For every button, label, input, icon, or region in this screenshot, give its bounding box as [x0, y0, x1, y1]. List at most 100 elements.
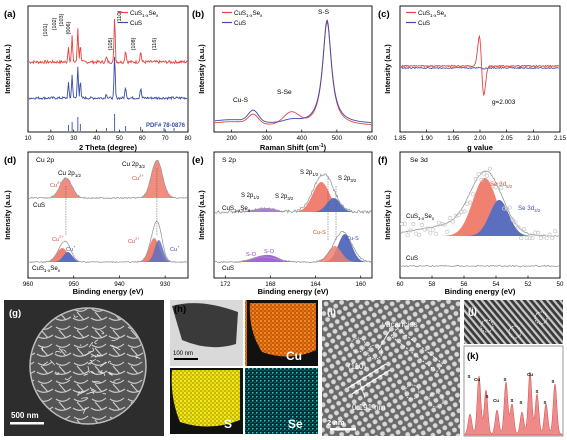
label-s2p32: S 2p3/2: [338, 176, 357, 183]
panel-f-xtick-label: 56: [461, 281, 468, 288]
flake-edge: [87, 366, 90, 372]
flake-edge: [87, 358, 96, 365]
flake-edge: [54, 372, 59, 376]
legend-a-red: CuS1-xSex: [130, 10, 159, 18]
panel-c-xtick-label: 1.85: [394, 135, 407, 142]
atom-label: S: [486, 394, 489, 399]
flake-edge: [89, 387, 96, 392]
flake-edge: [88, 342, 94, 348]
flake-edge: [41, 346, 44, 352]
flake-edge: [111, 345, 121, 351]
data-point: [510, 217, 515, 222]
label-s2p12: S 2p1/2: [241, 193, 260, 200]
vacancy-circle: [480, 319, 494, 333]
peak-label: (110): [117, 11, 123, 24]
panel-c-ylabel: Intensity (a.u.): [383, 44, 392, 94]
data-point: [425, 226, 430, 231]
panel-e-xtick-label: 164: [310, 281, 321, 288]
label-cu1plus: Cu+: [66, 244, 76, 253]
flake-edge: [99, 362, 108, 368]
panel-a-xtick-label: 30: [70, 135, 77, 142]
label-s2p12: S 2p1/2: [300, 170, 319, 177]
panel-c-xtick-label: 1.95: [447, 135, 460, 142]
flake-edge: [96, 360, 101, 363]
flake-edge: [88, 347, 95, 353]
data-point: [468, 200, 473, 205]
data-point: [502, 206, 507, 211]
panel-f-ylabel: Intensity (a.u.): [383, 190, 392, 240]
panel-b-xtick-label: 600: [367, 135, 378, 142]
data-point: [451, 219, 456, 224]
flake-edge: [109, 372, 113, 376]
data-point: [533, 230, 538, 235]
scale-label: 500 nm: [11, 411, 39, 420]
lattice-line: [347, 363, 387, 389]
flake-edge: [88, 371, 95, 374]
data-point: [530, 235, 535, 241]
panel-c-xtick-label: 2.15: [554, 135, 567, 142]
panel-b-xlabel: Raman Shift (cm-1): [260, 143, 327, 152]
vacancy-circle: [350, 337, 366, 353]
panel-f-frame: [399, 151, 561, 279]
label-cu2p12: Cu 2p1/2: [58, 170, 81, 178]
panel-tag: (j): [468, 306, 477, 317]
panel-tag: (a): [4, 9, 16, 20]
label-cu2plus: Cu2+: [52, 234, 64, 243]
label-s-o: S-O: [264, 249, 275, 255]
atom-label: S: [544, 400, 547, 405]
label-cu-s-blue: Cu-S: [346, 236, 359, 242]
panel-tag: (d): [4, 155, 16, 166]
data-point: [428, 230, 433, 235]
flake-edge: [84, 352, 92, 357]
peak-so-lower: [215, 254, 371, 262]
vacancy-circle: [534, 311, 548, 325]
flake-edge: [111, 338, 119, 342]
panel-d-xlabel: Binding energy (eV): [73, 287, 144, 296]
data-point: [476, 171, 481, 177]
flake-edge: [107, 360, 111, 364]
data-point: [445, 229, 450, 234]
legend-c-red: CuS1-xSex: [418, 10, 447, 18]
panel-e-title: S 2p: [222, 157, 236, 164]
label-s2p32: S 2p3/2: [275, 194, 294, 201]
flake-edge: [96, 353, 103, 357]
data-point: [442, 222, 447, 227]
legend-b-blue: CuS: [234, 20, 246, 27]
panel-f-xlabel: Binding energy (eV): [445, 287, 516, 296]
peak-cus-red: [215, 246, 371, 262]
annotation-cu-s: Cu-S: [233, 97, 249, 104]
data-point: [399, 222, 405, 227]
lattice-line: [351, 369, 391, 395]
atom-label: S: [536, 389, 539, 394]
flake-edge: [64, 376, 72, 381]
hrtem-image: [322, 300, 460, 436]
data-point: [553, 229, 558, 234]
peak-label: (116): [152, 38, 158, 51]
element-label-s: S: [224, 417, 232, 431]
data-point: [521, 227, 527, 232]
data-point: [536, 230, 541, 235]
panel-b-xtick-label: 400: [297, 135, 308, 142]
flake-edge: [55, 350, 62, 353]
panel-d-xtick-label: 940: [114, 281, 125, 288]
data-point: [507, 205, 512, 210]
atom-label: S: [504, 377, 507, 382]
flake-edge: [49, 359, 55, 366]
peak-label: (103): [59, 13, 65, 26]
panel-d-frame: [27, 151, 189, 279]
flake-edge: [76, 390, 86, 396]
tem-particle: [172, 303, 238, 348]
data-point: [544, 235, 549, 241]
data-point: [541, 234, 546, 239]
label-cu2plus: Cu2+: [128, 236, 140, 245]
series-blue-epr: [400, 66, 560, 70]
data-point: [516, 225, 521, 230]
panel-b-xtick-label: 200: [226, 135, 237, 142]
data-point: [479, 177, 484, 182]
data-point: [482, 171, 487, 176]
label-se3d52: Se 3d5/2: [490, 181, 513, 189]
sample-label-cusse: CuS1-xSex: [32, 265, 61, 273]
series-raw-cusse-cu2p: [28, 220, 188, 264]
panel-c-xtick-label: 2.05: [501, 135, 514, 142]
panel-tag: (g): [9, 308, 21, 319]
